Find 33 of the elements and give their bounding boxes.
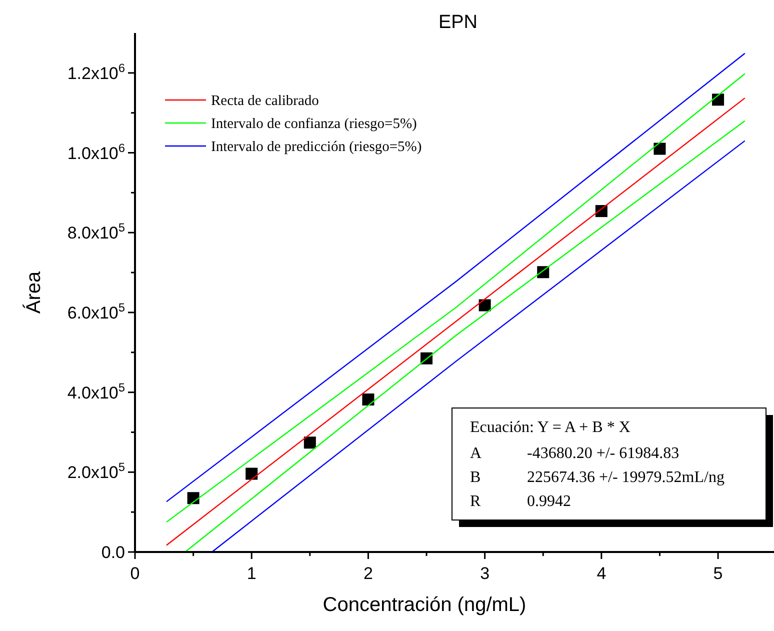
point xyxy=(362,393,374,406)
point xyxy=(304,436,316,449)
y-tick-label: 1.0x10$^{6}$ xyxy=(67,140,126,163)
point xyxy=(187,492,200,504)
annotation: R xyxy=(470,493,481,510)
y-tick-label: 6.0x10$^{5}$ xyxy=(67,300,126,322)
legend-label: Recta de calibrado xyxy=(211,93,319,109)
x-tick-label: 3 xyxy=(480,564,490,583)
x-axis-title: Concentración (ng/mL) xyxy=(322,594,526,616)
y-axis-title: Área xyxy=(22,270,45,314)
x-tick-label: 4 xyxy=(596,564,606,583)
annotation: Ecuación: Y = A + B * X xyxy=(470,419,631,436)
point xyxy=(654,142,666,155)
annotation: 0.9942 xyxy=(527,493,571,510)
x-tick-label: 5 xyxy=(713,564,723,583)
y-tick-label: 4.0x10$^{5}$ xyxy=(67,380,126,402)
chart-title: EPN xyxy=(438,12,478,33)
point xyxy=(712,94,724,106)
point xyxy=(246,468,258,480)
annotation: B xyxy=(470,469,481,486)
x-tick-label: 1 xyxy=(246,564,256,583)
annotation: 225674.36 +/- 19979.52mL/ng xyxy=(527,469,724,486)
x-tick-label: 0 xyxy=(130,564,140,583)
legend-label: Intervalo de predicción (riesgo=5%) xyxy=(211,139,422,155)
point xyxy=(478,299,491,312)
y-tick-label: 8.0x10$^{5}$ xyxy=(67,220,126,243)
y-tick-label: 0.0 xyxy=(101,543,125,562)
annotation: A xyxy=(470,445,482,462)
x-tick-label: 2 xyxy=(363,564,373,583)
y-tick-label: 1.2x10$^{6}$ xyxy=(67,60,126,83)
y-tick-label: 2.0x10$^{5}$ xyxy=(67,460,126,482)
legend-label: Intervalo de confianza (riesgo=5%) xyxy=(211,116,418,132)
annotation: -43680.20 +/- 61984.83 xyxy=(527,445,680,462)
